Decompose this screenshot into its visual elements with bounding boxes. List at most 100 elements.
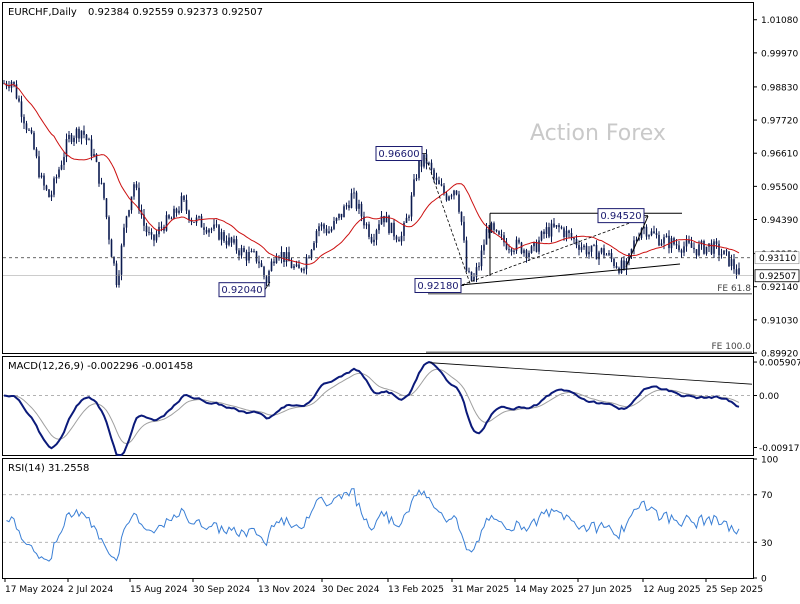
price-candle [248,246,250,264]
price-candle [458,190,460,214]
time-axis-tick-label: 2 Jul 2024 [68,585,113,595]
fib-level-label: FE 100.0 [712,342,752,352]
price-candle [43,173,45,191]
price-candle [18,95,20,103]
price-candle [338,213,340,221]
price-candle [650,228,653,237]
price-candle [515,236,518,254]
price-candle [288,246,290,262]
price-candle [643,221,645,235]
price-candle [475,262,478,283]
price-candle [80,130,83,145]
price-candle [683,241,685,257]
price-candle [50,190,53,202]
price-candle [250,248,253,253]
projection-dashed-line [461,215,649,286]
price-candle [408,214,410,221]
macd-divergence-line [429,362,753,385]
price-candle [73,135,75,147]
price-candle [230,236,233,247]
price-candle [233,235,235,245]
price-candle [70,132,73,145]
price-candle [365,222,368,230]
price-candle [488,225,490,239]
price-candle [518,237,520,245]
price-candle [343,204,345,218]
price-candle [35,147,38,159]
price-axis-tick-label: 0.99970 [761,49,798,59]
price-axis-tick-label: 0.92140 [761,283,798,293]
price-candle [105,198,108,220]
price-candle [470,271,473,282]
price-candle [568,229,570,239]
price-candle [618,266,620,275]
price-candle [90,135,93,161]
macd-axis-tick-label: 0.00 [759,392,779,402]
price-candle [693,242,695,254]
price-candle [260,260,263,268]
price-candle [215,219,218,228]
price-candle [348,200,350,211]
price-candle [20,95,23,123]
price-candle [345,202,348,210]
time-axis-tick-label: 30 Sep 2024 [193,585,250,595]
price-candle [585,242,588,257]
price-candle [335,217,338,224]
reference-level-label: 0.93110 [759,254,796,264]
price-candle [573,236,575,245]
price-candle [645,224,648,240]
price-candle [213,218,215,232]
price-candle [48,188,50,198]
price-axis-tick-label: 0.89920 [761,350,798,360]
price-candle [368,221,370,240]
price-candle [648,234,650,240]
price-candle [208,228,210,237]
fib-level-label: FE 61.8 [717,284,751,294]
rsi-label: RSI(14) 31.2558 [8,463,89,474]
price-candle [678,240,680,253]
price-candle [493,221,495,234]
price-candle [610,249,613,263]
price-candle [285,247,288,267]
price-candle [730,254,733,271]
price-candle [108,215,110,245]
price-candle [503,232,505,247]
price-candle [390,222,393,234]
price-candle [510,248,513,256]
price-candle [95,153,98,163]
time-axis-tick-label: 12 Aug 2025 [643,585,701,595]
price-candle [700,239,703,250]
price-candle [410,192,413,222]
price-candle [360,201,363,222]
price-candle [723,250,725,255]
price-candle [465,236,468,272]
price-candle [735,264,738,279]
price-candle [720,248,723,259]
price-candle [178,206,180,215]
price-candle [310,249,313,261]
price-candle [535,239,538,253]
current-price-box [754,269,800,283]
price-candle [398,236,400,242]
price-candle [85,134,88,145]
price-candle [263,265,265,280]
price-candle [180,192,183,214]
price-candle [553,218,555,228]
price-candle [68,131,70,143]
price-candle [135,181,138,191]
price-candle [523,248,525,257]
price-candle [298,260,300,269]
price-candle [620,257,623,274]
price-candle [440,178,443,187]
price-candle [658,231,660,247]
price-candle [198,215,200,220]
price-candle [243,245,245,253]
price-candle [558,223,560,233]
price-panel [2,2,754,354]
price-candle [290,257,293,269]
price-candle [715,238,718,249]
price-candle [423,154,425,169]
price-candle [468,267,470,274]
price-axis-tick-label: 0.95500 [761,183,798,193]
price-candle [75,127,78,144]
